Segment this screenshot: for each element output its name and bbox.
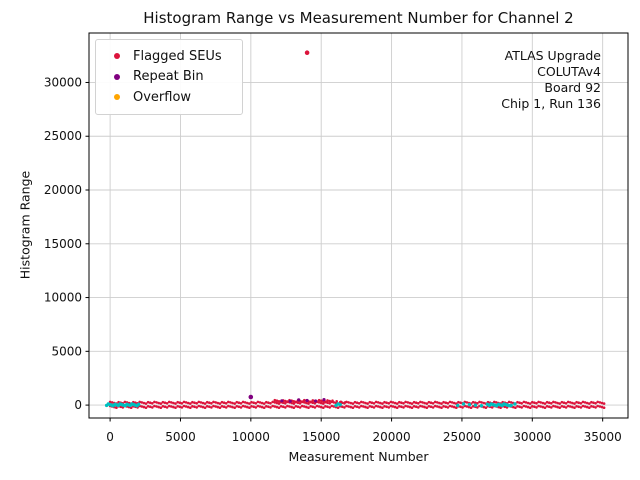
annotation-line: ATLAS Upgrade <box>504 48 601 63</box>
svg-text:20000: 20000 <box>372 430 410 444</box>
svg-text:30000: 30000 <box>513 430 551 444</box>
series-repeat-bin <box>248 394 326 403</box>
y-tick-labels: 0 5000 10000 15000 20000 25000 30000 <box>44 75 89 412</box>
legend-label: Repeat Bin <box>133 69 204 85</box>
svg-text:10000: 10000 <box>232 430 270 444</box>
svg-text:15000: 15000 <box>44 237 82 251</box>
annotation-line: Board 92 <box>544 80 601 95</box>
x-axis-label: Measurement Number <box>288 449 429 464</box>
run-info-annotation: ATLAS Upgrade COLUTAv4 Board 92 Chip 1, Run… <box>501 48 601 112</box>
chart-title: Histogram Range vs Measurement Number fo… <box>143 9 574 27</box>
legend-item-flagged-seus: Flagged SEUs <box>96 46 242 67</box>
annotation-line: COLUTAv4 <box>537 64 601 79</box>
gridlines <box>89 33 628 418</box>
legend: Flagged SEUs Repeat Bin Overflow <box>95 39 243 115</box>
svg-text:10000: 10000 <box>44 291 82 305</box>
svg-text:0: 0 <box>74 398 82 412</box>
x-tick-labels: 0 5000 10000 15000 20000 25000 30000 35000 <box>106 418 622 444</box>
svg-text:5000: 5000 <box>51 344 82 358</box>
svg-text:35000: 35000 <box>584 430 622 444</box>
legend-marker-icon <box>114 94 120 101</box>
legend-marker-icon <box>114 53 120 60</box>
axes-spines <box>88 32 629 419</box>
legend-item-overflow: Overflow <box>96 87 242 108</box>
legend-item-repeat-bin: Repeat Bin <box>96 67 242 88</box>
svg-text:20000: 20000 <box>44 183 82 197</box>
series-unlabeled_series <box>104 402 517 408</box>
svg-text:0: 0 <box>106 430 114 444</box>
svg-text:30000: 30000 <box>44 75 82 89</box>
svg-text:25000: 25000 <box>44 129 82 143</box>
svg-text:5000: 5000 <box>165 430 196 444</box>
svg-text:25000: 25000 <box>443 430 481 444</box>
legend-label: Flagged SEUs <box>133 48 222 64</box>
y-axis-label: Histogram Range <box>17 170 33 280</box>
annotation-line: Chip 1, Run 136 <box>501 96 601 111</box>
legend-marker-icon <box>114 73 120 80</box>
svg-text:15000: 15000 <box>302 430 340 444</box>
legend-label: Overflow <box>133 89 192 105</box>
